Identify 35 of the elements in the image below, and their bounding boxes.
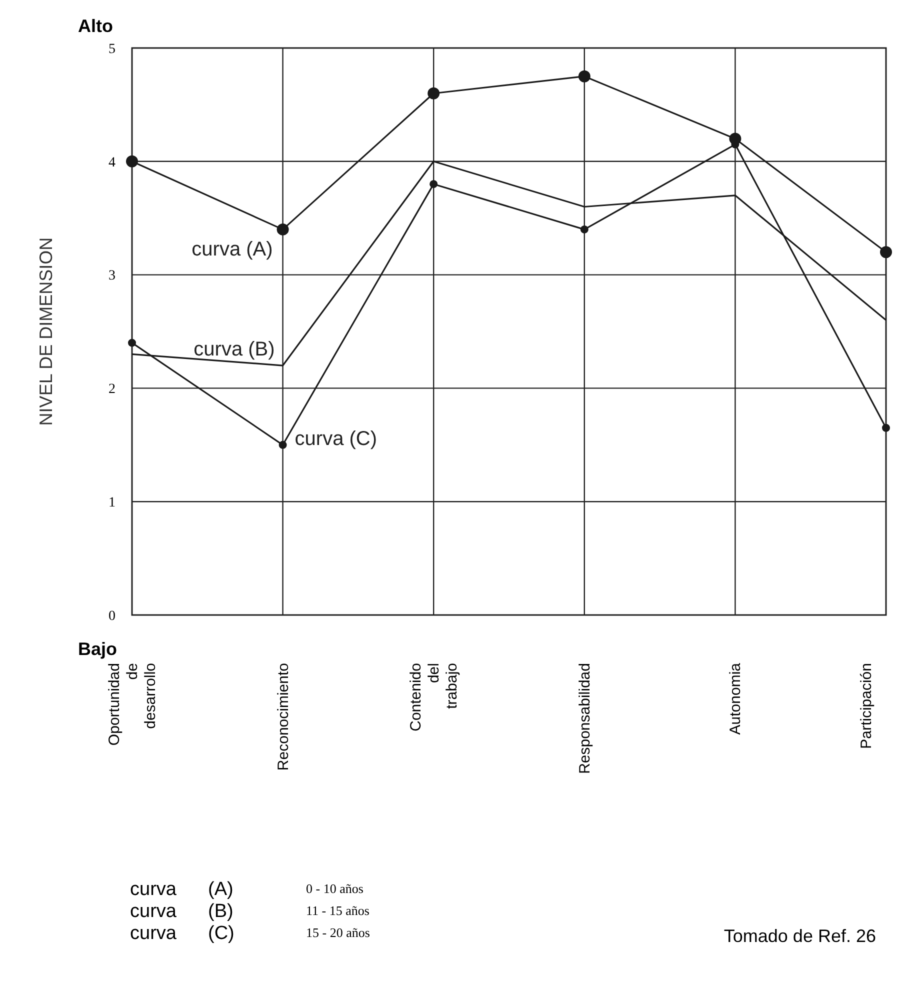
- point: [880, 246, 892, 258]
- x-tick-label: Oportunidad de desarrollo: [106, 663, 159, 746]
- text: Alto: [78, 16, 113, 36]
- point: [276, 223, 289, 236]
- point: [580, 225, 588, 234]
- text: curva (C): [130, 923, 234, 944]
- text: 11 - 15 años: [306, 903, 370, 918]
- point: [428, 87, 440, 100]
- text: 15 - 20 años: [306, 925, 370, 940]
- series-label: curva (C): [294, 428, 378, 450]
- series-label: curva (A): [192, 238, 273, 260]
- text: Bajo: [78, 639, 118, 659]
- series-label: curva (B): [194, 338, 275, 361]
- y-axis-title: NIVEL DE DIMENSION: [36, 237, 56, 426]
- point: [430, 180, 438, 188]
- y-tick-label: 1: [108, 496, 116, 510]
- text: curva (B): [130, 901, 234, 922]
- x-tick-label: Participación: [858, 663, 875, 749]
- y-tick-label: 5: [108, 42, 116, 57]
- point: [278, 440, 287, 449]
- x-tick-label: Responsabilidad: [576, 663, 594, 774]
- x-tick-label: Contenido del trabajo: [408, 663, 461, 732]
- point: [126, 155, 138, 168]
- x-tick-label: Reconocimiento: [274, 663, 292, 771]
- text: Tomado de Ref. 26: [724, 926, 876, 946]
- y-tick-label: 0: [108, 608, 116, 624]
- point: [128, 338, 136, 347]
- text: curva (A): [130, 879, 234, 900]
- y-tick-label: 4: [108, 155, 116, 170]
- y-tick-label: 3: [108, 268, 116, 284]
- point: [882, 424, 890, 432]
- x-tick-label: Autonomia: [727, 662, 744, 735]
- point: [578, 70, 590, 82]
- y-tick-label: 2: [108, 382, 116, 398]
- text: 0 - 10 años: [306, 881, 364, 896]
